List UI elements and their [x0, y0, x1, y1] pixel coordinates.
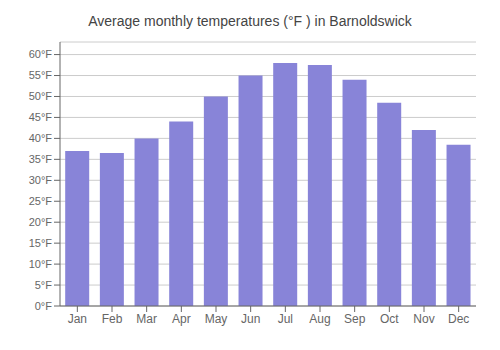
- svg-text:Feb: Feb: [102, 312, 123, 326]
- svg-text:10°F: 10°F: [29, 258, 53, 270]
- svg-text:Nov: Nov: [413, 312, 434, 326]
- html-text:Average monthly temperatures (: Average monthly temperatures (°F ) in Ba…: [88, 13, 412, 29]
- svg-text:40°F: 40°F: [29, 132, 53, 144]
- svg-text:15°F: 15°F: [29, 237, 53, 249]
- svg-text:Sep: Sep: [344, 312, 366, 326]
- svg-text:Aug: Aug: [309, 312, 330, 326]
- svg-text:Jul: Jul: [278, 312, 293, 326]
- svg-text:Apr: Apr: [172, 312, 191, 326]
- svg-text:35°F: 35°F: [29, 153, 53, 165]
- svg-text:5°F: 5°F: [35, 279, 53, 291]
- svg-text:Mar: Mar: [136, 312, 157, 326]
- svg-text:30°F: 30°F: [29, 174, 53, 186]
- svg-text:50°F: 50°F: [29, 90, 53, 102]
- svg-text:60°F: 60°F: [29, 48, 53, 60]
- svg-text:55°F: 55°F: [29, 69, 53, 81]
- svg-text:Dec: Dec: [448, 312, 469, 326]
- svg-text:45°F: 45°F: [29, 111, 53, 123]
- svg-text:20°F: 20°F: [29, 216, 53, 228]
- svg-text:May: May: [205, 312, 228, 326]
- svg-text:Jun: Jun: [241, 312, 260, 326]
- svg-text:0°F: 0°F: [35, 300, 53, 312]
- svg-text:Jan: Jan: [68, 312, 87, 326]
- svg-text:25°F: 25°F: [29, 195, 53, 207]
- svg-text:Oct: Oct: [380, 312, 399, 326]
